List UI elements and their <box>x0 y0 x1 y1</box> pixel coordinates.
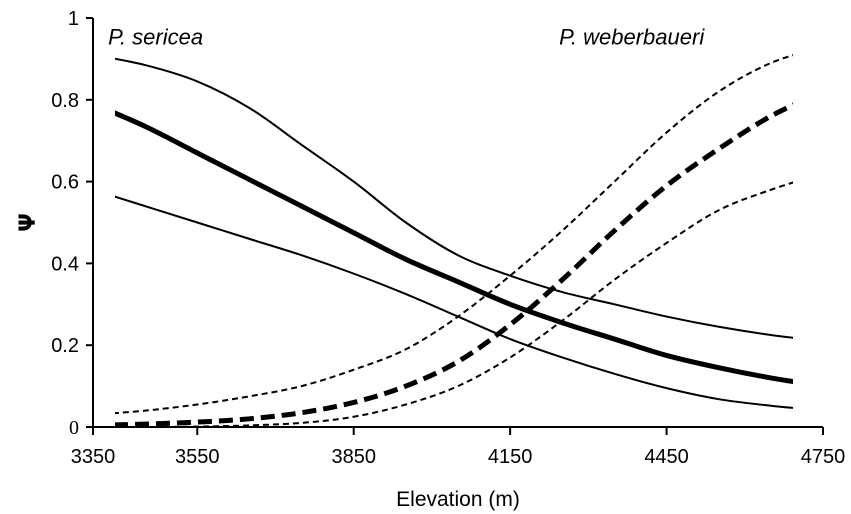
y-tick-label: 0 <box>69 417 79 439</box>
annotation-label: P. weberbaueri <box>559 24 705 49</box>
y-tick-label: 0.6 <box>51 172 79 194</box>
x-tick-label: 3850 <box>331 446 376 468</box>
y-tick-label: 0.2 <box>51 335 79 357</box>
y-axis-title: Ψ <box>16 213 41 232</box>
x-tick-label: 4750 <box>801 446 846 468</box>
series-line-weberbaueri-upper <box>115 54 793 415</box>
x-tick-label: 3350 <box>71 446 116 468</box>
series-line-sericea-upper <box>115 57 793 339</box>
x-ticks: 3350 3550 3850 4150 4450 4750 <box>71 427 846 468</box>
series-line-sericea-estimate <box>115 110 793 385</box>
annotation-label: P. sericea <box>108 24 203 49</box>
x-tick-label: 4150 <box>488 446 533 468</box>
annotations: P. sericea P. weberbaueri <box>108 24 705 49</box>
series-line-sericea-lower <box>115 195 793 409</box>
y-ticks: 0 0.2 0.4 0.6 0.8 1 <box>51 8 93 439</box>
x-tick-label: 3550 <box>175 446 220 468</box>
y-tick-label: 0.8 <box>51 90 79 112</box>
series-line-weberbaueri-estimate <box>115 102 793 427</box>
x-tick-label: 4450 <box>644 446 689 468</box>
y-tick-label: 1 <box>68 8 79 30</box>
y-tick-label: 0.4 <box>51 253 79 275</box>
series-line-weberbaueri-lower <box>115 181 793 427</box>
plot-lines <box>115 54 793 427</box>
x-axis-title: Elevation (m) <box>396 488 520 511</box>
axes <box>92 18 823 428</box>
